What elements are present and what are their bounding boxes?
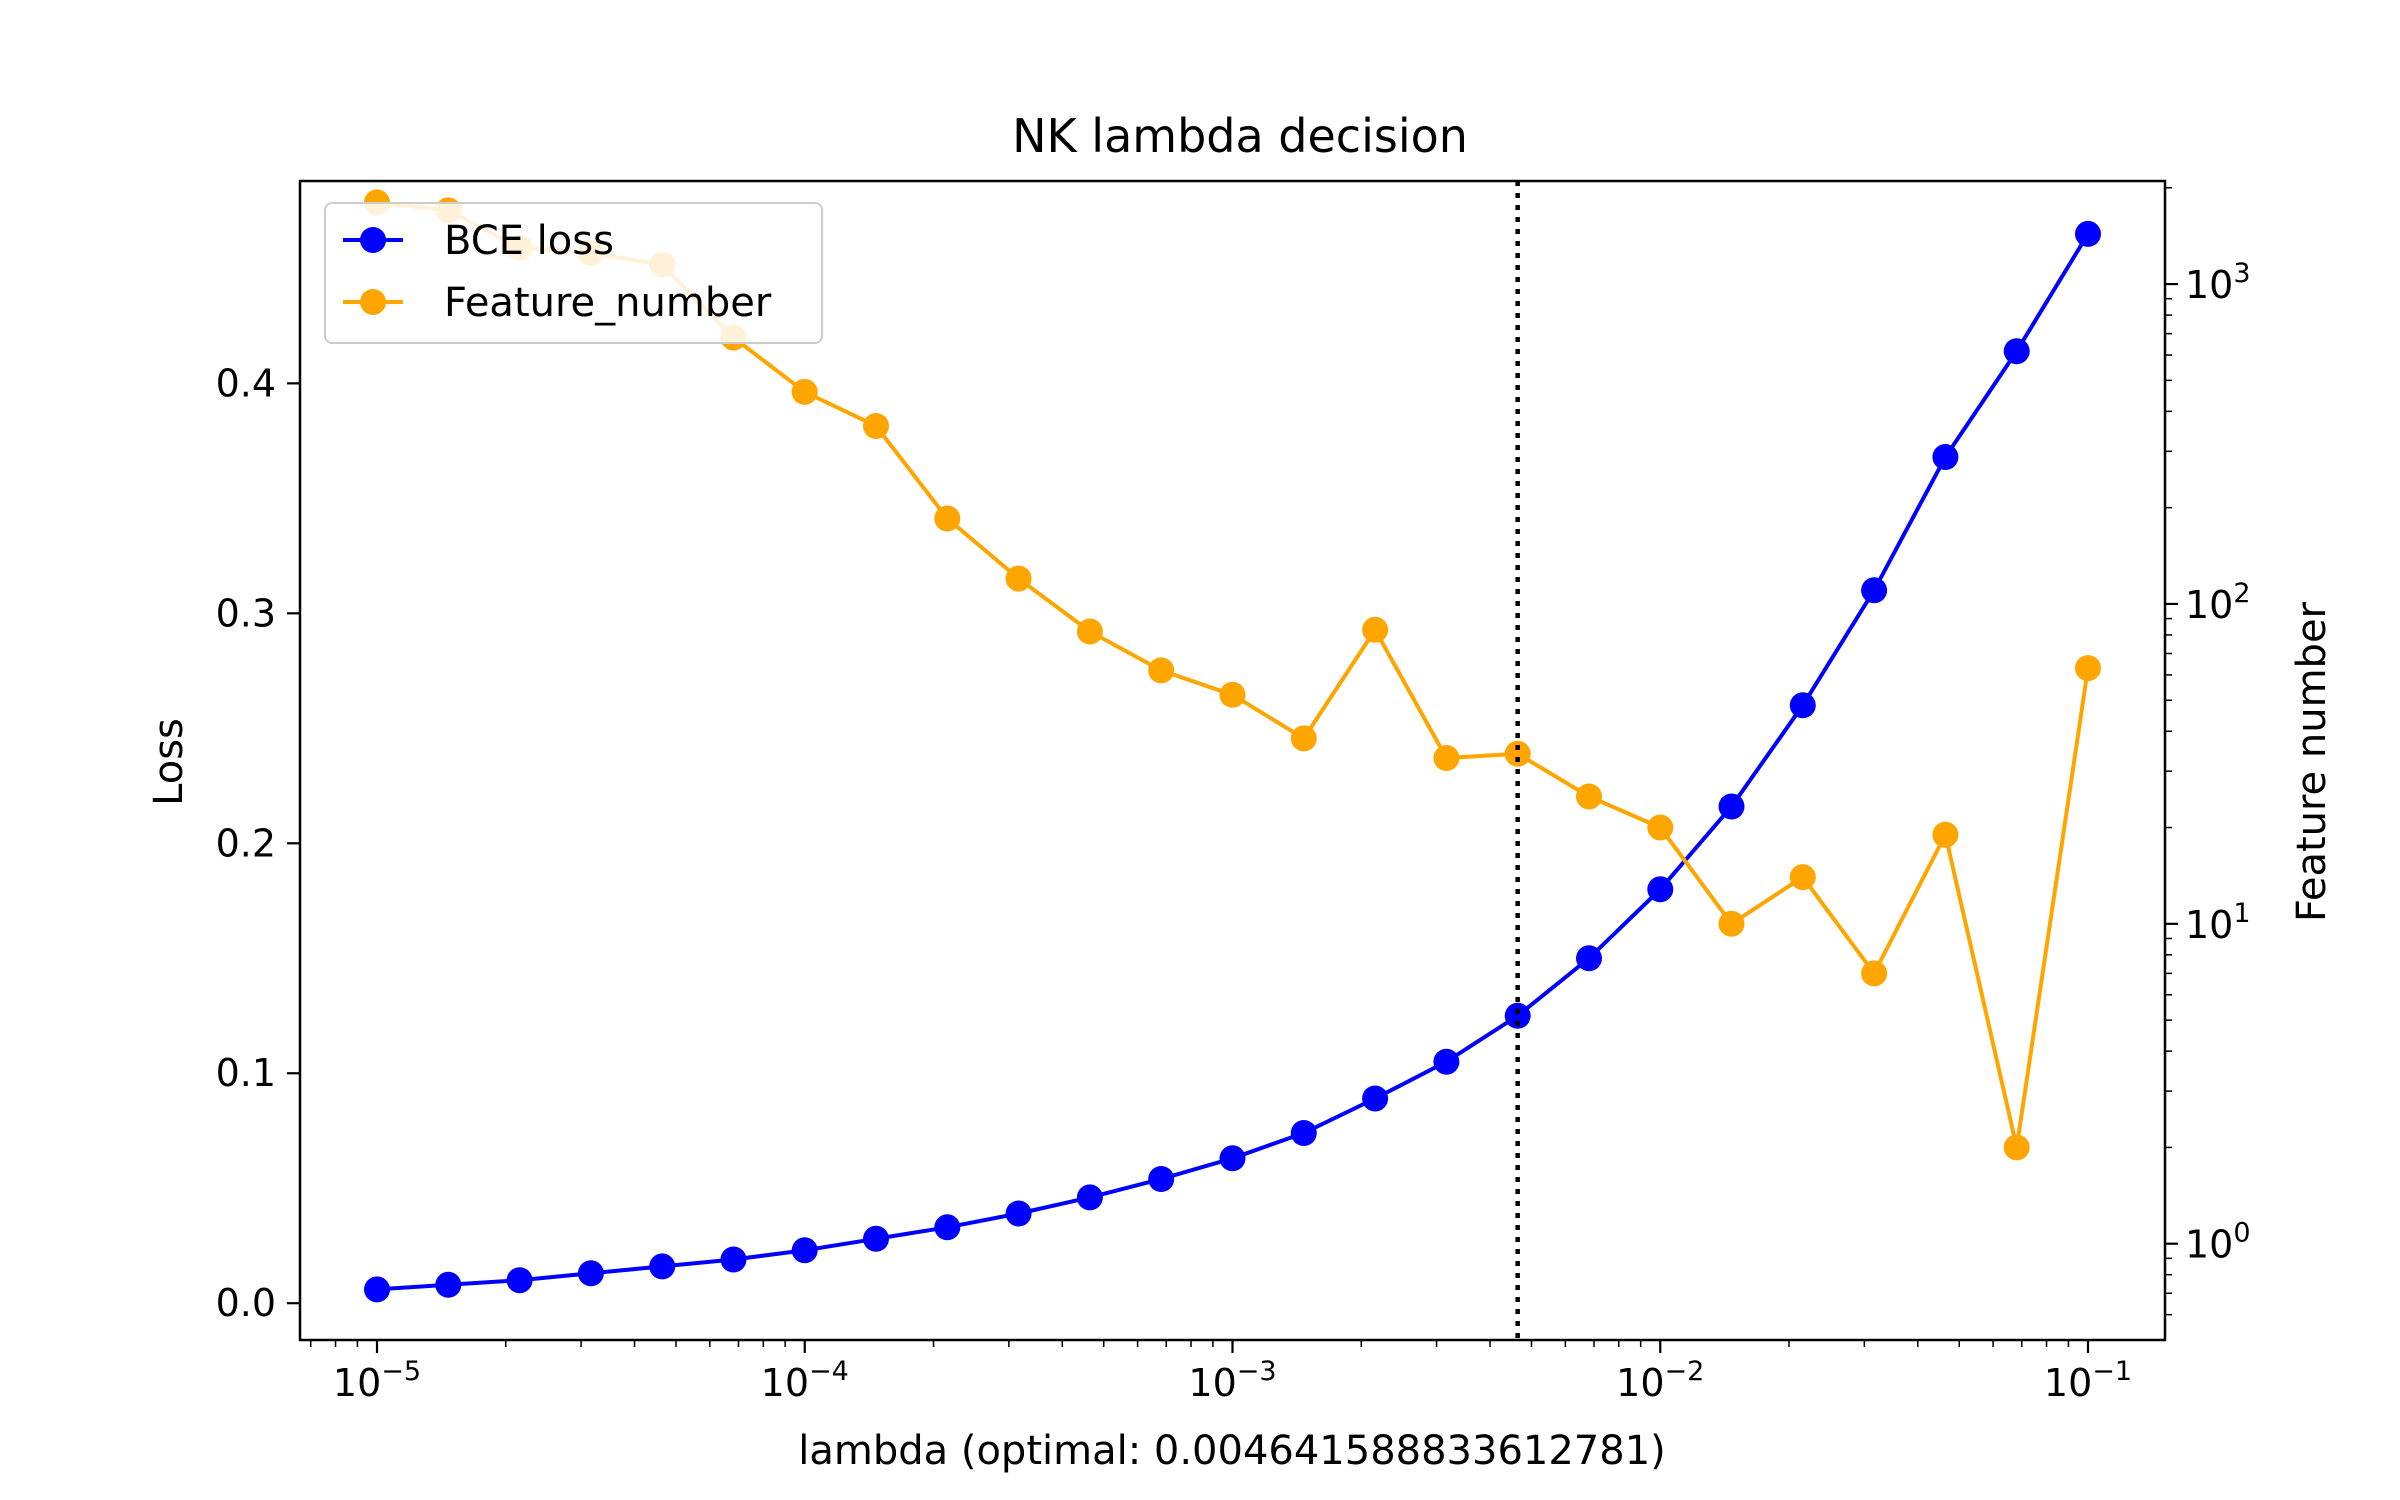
y-axis-left: 0.0 0.1 0.2 0.3 0.4 bbox=[216, 361, 300, 1325]
series-point-bce-loss bbox=[364, 1276, 390, 1303]
y-left-tick-label-4: 0.4 bbox=[216, 361, 276, 405]
series-point-bce-loss bbox=[577, 1260, 604, 1287]
y-axis-left-label: Loss bbox=[146, 718, 192, 806]
x-tick-label-1: 10−4 bbox=[761, 1356, 849, 1405]
series-point-bce-loss bbox=[1219, 1145, 1246, 1172]
x-tick-label-4: 10−1 bbox=[2044, 1356, 2132, 1405]
series-point-bce-loss bbox=[649, 1253, 676, 1280]
y-left-tick-label-2: 0.2 bbox=[216, 821, 276, 865]
y-left-tick-label-3: 0.3 bbox=[216, 591, 276, 635]
series-point-bce-loss bbox=[1504, 1002, 1531, 1029]
x-axis-label: lambda (optimal: 0.004641588833612781) bbox=[798, 1428, 1666, 1474]
series-point-bce-loss bbox=[1076, 1184, 1103, 1211]
series-point-feature-number bbox=[1362, 616, 1389, 643]
series-point-bce-loss bbox=[791, 1237, 818, 1264]
series-point-bce-loss bbox=[1433, 1048, 1460, 1075]
series-point-feature-number bbox=[934, 505, 961, 532]
y-axis-right-label: Feature number bbox=[2289, 601, 2335, 922]
series-point-feature-number bbox=[2075, 655, 2101, 682]
legend-label-bce-loss: BCE loss bbox=[444, 218, 614, 264]
x-axis: 10−5 10−4 10−3 10−2 10−1 bbox=[309, 1340, 2132, 1405]
series-point-feature-number bbox=[1576, 783, 1602, 810]
series-point-bce-loss bbox=[1362, 1085, 1389, 1112]
series-point-bce-loss bbox=[1789, 692, 1816, 719]
y-left-tick-label-1: 0.1 bbox=[216, 1051, 276, 1095]
y-right-tick-label-0: 100 bbox=[2185, 1218, 2251, 1267]
legend-swatch-marker-feature-number bbox=[360, 289, 386, 315]
series-point-bce-loss bbox=[435, 1271, 462, 1298]
series-point-bce-loss bbox=[506, 1267, 533, 1294]
legend-swatch-marker-bce-loss bbox=[360, 227, 386, 253]
series-point-bce-loss bbox=[1932, 444, 1959, 470]
series-point-bce-loss bbox=[1148, 1166, 1175, 1192]
series-point-feature-number bbox=[1647, 814, 1674, 841]
series-point-feature-number bbox=[1148, 657, 1175, 684]
series-point-bce-loss bbox=[934, 1214, 961, 1241]
series-point-bce-loss bbox=[1861, 577, 1888, 604]
series-point-feature-number bbox=[1219, 681, 1246, 708]
series-point-bce-loss bbox=[2075, 220, 2101, 247]
y-right-tick-label-3: 103 bbox=[2185, 258, 2251, 307]
y-right-tick-label-2: 102 bbox=[2185, 578, 2251, 627]
series-point-feature-number bbox=[1718, 910, 1745, 937]
x-tick-label-2: 10−3 bbox=[1188, 1356, 1276, 1405]
y-right-tick-label-1: 101 bbox=[2185, 898, 2251, 947]
chart-title: NK lambda decision bbox=[1012, 109, 1468, 163]
series-point-bce-loss bbox=[1718, 793, 1745, 820]
series-point-bce-loss bbox=[2003, 338, 2030, 365]
series-point-feature-number bbox=[1504, 740, 1531, 767]
series-point-feature-number bbox=[1433, 745, 1460, 771]
series-point-feature-number bbox=[791, 378, 818, 405]
x-tick-label-3: 10−2 bbox=[1616, 1356, 1704, 1405]
y-left-tick-label-0: 0.0 bbox=[216, 1281, 276, 1325]
legend: BCE loss Feature_number bbox=[324, 202, 823, 344]
series-point-bce-loss bbox=[1576, 945, 1602, 972]
series-point-bce-loss bbox=[863, 1225, 889, 1252]
legend-box bbox=[324, 202, 823, 344]
y-axis-right: 100 101 102 103 bbox=[2165, 187, 2251, 1316]
series-point-feature-number bbox=[1076, 618, 1103, 645]
series-point-feature-number bbox=[1290, 725, 1317, 752]
series-point-feature-number bbox=[1932, 821, 1959, 848]
series-point-feature-number bbox=[1861, 960, 1888, 987]
series-point-feature-number bbox=[1005, 565, 1032, 592]
series-point-feature-number bbox=[2003, 1134, 2030, 1161]
series-point-bce-loss bbox=[1290, 1120, 1317, 1146]
series-point-bce-loss bbox=[1647, 876, 1674, 903]
series-point-bce-loss bbox=[1005, 1200, 1032, 1227]
series-point-feature-number bbox=[1789, 864, 1816, 891]
series-point-bce-loss bbox=[720, 1246, 747, 1273]
legend-label-feature-number: Feature_number bbox=[444, 280, 772, 326]
series-point-feature-number bbox=[863, 413, 889, 439]
x-tick-label-0: 10−5 bbox=[333, 1356, 421, 1405]
